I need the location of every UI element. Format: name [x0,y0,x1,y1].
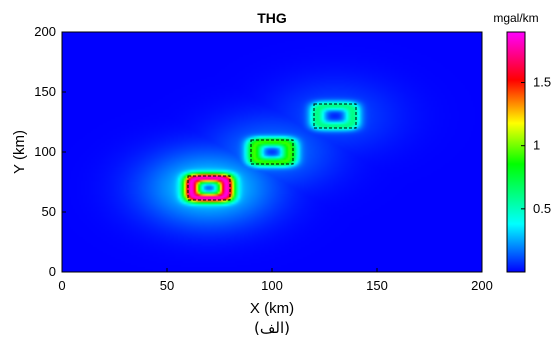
x-tick-label: 150 [366,278,388,293]
source-box-body-3 [313,103,357,129]
y-tick-label: 200 [34,24,56,39]
x-axis-label: X (km) [250,300,294,317]
plot-area [61,31,483,273]
x-tick-label: 0 [58,278,65,293]
colorbar-unit: mgal/km [493,11,538,25]
colorbar-gradient [506,31,526,273]
figure-caption: (الف) [254,319,290,337]
source-box-body-2 [250,139,294,165]
anomaly-boxes [187,103,357,201]
x-axis: 0 50 100 150 200 [58,268,493,293]
x-tick-label: 100 [261,278,283,293]
y-axis-label: Y (km) [11,130,28,174]
colorbar: mgal/km 0.5 1 1.5 [493,11,551,273]
heatmap-image [62,32,482,272]
x-tick-label: 200 [471,278,493,293]
y-axis: 0 50 100 150 200 [34,24,66,279]
chart-title: THG [257,10,287,26]
source-box-body-1 [187,175,231,201]
colorbar-tick-label: 0.5 [533,201,551,216]
colorbar-tick-label: 1.5 [533,75,551,90]
colorbar-tick-label: 1 [533,138,540,153]
y-tick-label: 50 [42,204,56,219]
y-tick-label: 150 [34,84,56,99]
y-tick-label: 100 [34,144,56,159]
y-tick-label: 0 [49,264,56,279]
colorbar-ticks: 0.5 1 1.5 [521,75,551,216]
x-tick-label: 50 [160,278,174,293]
